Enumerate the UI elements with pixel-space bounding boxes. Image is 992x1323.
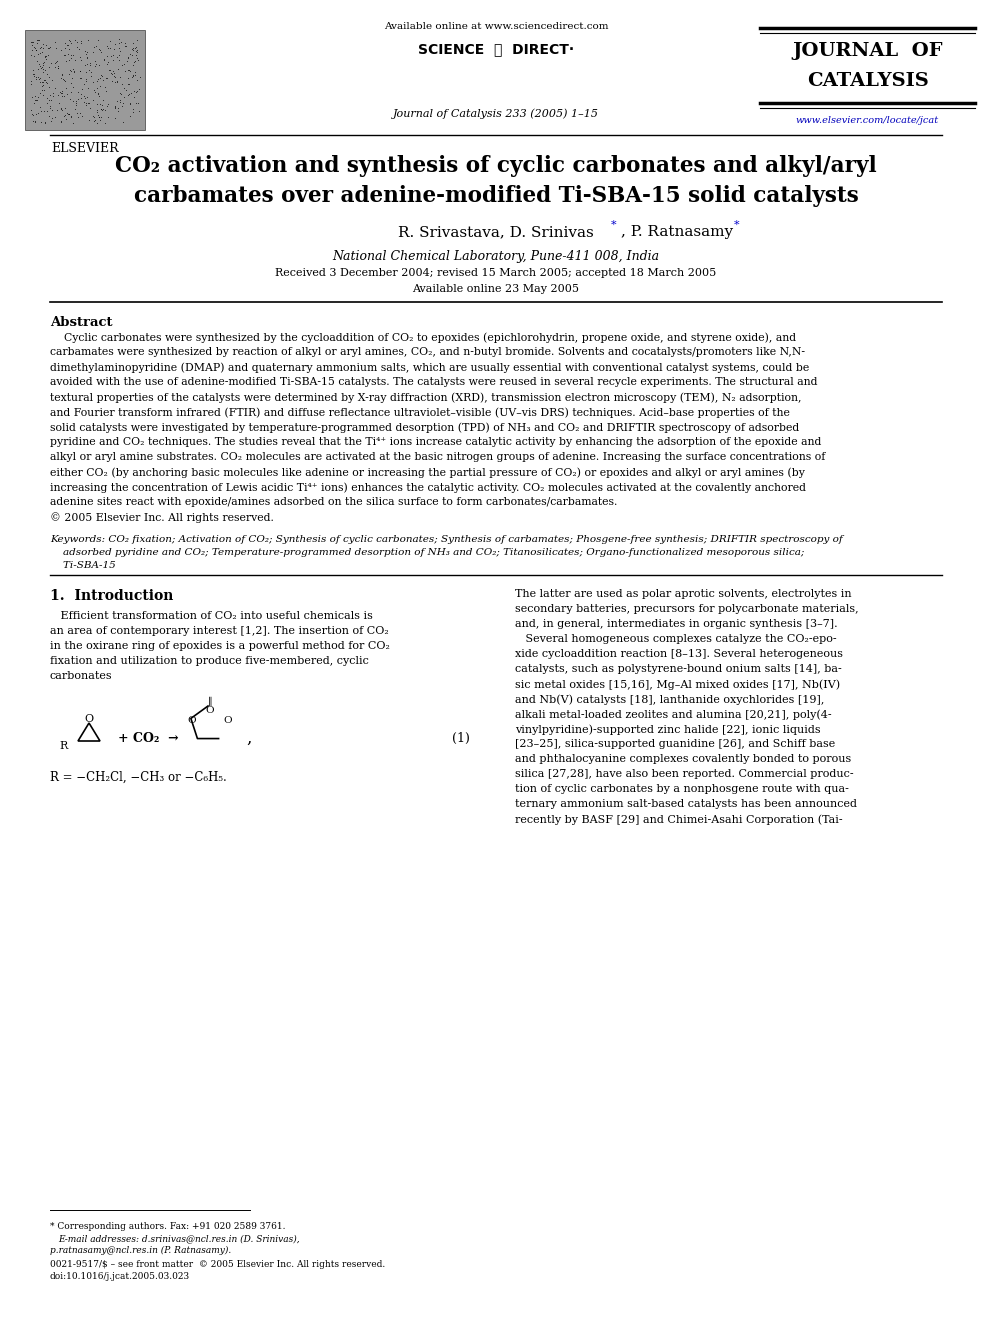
Text: secondary batteries, precursors for polycarbonate materials,: secondary batteries, precursors for poly… [515, 605, 859, 614]
Text: and Nb(V) catalysts [18], lanthanide oxychlorides [19],: and Nb(V) catalysts [18], lanthanide oxy… [515, 695, 824, 705]
Text: Keywords: CO₂ fixation; Activation of CO₂; Synthesis of cyclic carbonates; Synth: Keywords: CO₂ fixation; Activation of CO… [50, 534, 843, 544]
Text: 0021-9517/$ – see front matter  © 2005 Elsevier Inc. All rights reserved.: 0021-9517/$ – see front matter © 2005 El… [50, 1259, 385, 1269]
Text: Efficient transformation of CO₂ into useful chemicals is: Efficient transformation of CO₂ into use… [50, 611, 373, 620]
Text: Available online at www.sciencedirect.com: Available online at www.sciencedirect.co… [384, 22, 608, 30]
Text: *: * [734, 220, 740, 230]
Text: carbamates over adenine-modified Ti-SBA-15 solid catalysts: carbamates over adenine-modified Ti-SBA-… [134, 185, 858, 206]
Text: Cyclic carbonates were synthesized by the cycloaddition of CO₂ to epoxides (epic: Cyclic carbonates were synthesized by th… [50, 332, 797, 343]
Text: JOURNAL  OF: JOURNAL OF [793, 42, 942, 60]
Text: adsorbed pyridine and CO₂; Temperature-programmed desorption of NH₃ and CO₂; Tit: adsorbed pyridine and CO₂; Temperature-p… [50, 548, 805, 557]
Text: R. Srivastava, D. Srinivas: R. Srivastava, D. Srinivas [398, 225, 594, 239]
Text: R = −CH₂Cl, −CH₃ or −C₆H₅.: R = −CH₂Cl, −CH₃ or −C₆H₅. [50, 771, 227, 785]
Text: sic metal oxides [15,16], Mg–Al mixed oxides [17], Nb(IV): sic metal oxides [15,16], Mg–Al mixed ox… [515, 679, 840, 689]
Text: * Corresponding authors. Fax: +91 020 2589 3761.: * Corresponding authors. Fax: +91 020 25… [50, 1222, 286, 1230]
Text: O: O [84, 714, 93, 724]
Text: E-mail addresses: d.srinivas@ncl.res.in (D. Srinivas),: E-mail addresses: d.srinivas@ncl.res.in … [58, 1234, 300, 1244]
Text: catalysts, such as polystyrene-bound onium salts [14], ba-: catalysts, such as polystyrene-bound oni… [515, 664, 842, 673]
Text: dimethylaminopyridine (DMAP) and quaternary ammonium salts, which are usually es: dimethylaminopyridine (DMAP) and quatern… [50, 363, 809, 373]
Text: O: O [187, 716, 196, 725]
Text: carbonates: carbonates [50, 671, 113, 681]
Text: O: O [223, 716, 232, 725]
Text: alkyl or aryl amine substrates. CO₂ molecules are activated at the basic nitroge: alkyl or aryl amine substrates. CO₂ mole… [50, 452, 825, 462]
Text: Several homogeneous complexes catalyze the CO₂-epo-: Several homogeneous complexes catalyze t… [515, 634, 836, 644]
Text: silica [27,28], have also been reported. Commercial produc-: silica [27,28], have also been reported.… [515, 769, 854, 779]
Text: Ti-SBA-15: Ti-SBA-15 [50, 561, 116, 570]
Text: vinylpyridine)-supported zinc halide [22], ionic liquids: vinylpyridine)-supported zinc halide [22… [515, 724, 820, 734]
Text: CO₂ activation and synthesis of cyclic carbonates and alkyl/aryl: CO₂ activation and synthesis of cyclic c… [115, 155, 877, 177]
Text: Received 3 December 2004; revised 15 March 2005; accepted 18 March 2005: Received 3 December 2004; revised 15 Mar… [276, 269, 716, 278]
Text: SCIENCE  ⓓ  DIRECT·: SCIENCE ⓓ DIRECT· [418, 42, 574, 56]
Text: recently by BASF [29] and Chimei-Asahi Corporation (Tai-: recently by BASF [29] and Chimei-Asahi C… [515, 814, 842, 824]
Text: National Chemical Laboratory, Pune-411 008, India: National Chemical Laboratory, Pune-411 0… [332, 250, 660, 263]
Text: and, in general, intermediates in organic synthesis [3–7].: and, in general, intermediates in organi… [515, 619, 837, 628]
Text: www.elsevier.com/locate/jcat: www.elsevier.com/locate/jcat [796, 116, 939, 124]
Text: 1.  Introduction: 1. Introduction [50, 589, 174, 603]
Text: p.ratnasamy@ncl.res.in (P. Ratnasamy).: p.ratnasamy@ncl.res.in (P. Ratnasamy). [50, 1246, 231, 1256]
Text: xide cycloaddition reaction [8–13]. Several heterogeneous: xide cycloaddition reaction [8–13]. Seve… [515, 650, 843, 659]
Text: (1): (1) [452, 732, 470, 745]
Text: Abstract: Abstract [50, 316, 112, 329]
Text: ,: , [246, 729, 251, 746]
Text: O: O [205, 706, 214, 714]
Text: either CO₂ (by anchoring basic molecules like adenine or increasing the partial : either CO₂ (by anchoring basic molecules… [50, 467, 805, 478]
Bar [25, 30, 145, 130]
Text: an area of contemporary interest [1,2]. The insertion of CO₂: an area of contemporary interest [1,2]. … [50, 626, 389, 636]
Text: tion of cyclic carbonates by a nonphosgene route with qua-: tion of cyclic carbonates by a nonphosge… [515, 785, 849, 794]
Text: increasing the concentration of Lewis acidic Ti⁴⁺ ions) enhances the catalytic a: increasing the concentration of Lewis ac… [50, 482, 806, 492]
Text: Available online 23 May 2005: Available online 23 May 2005 [413, 284, 579, 294]
Text: alkali metal-loaded zeolites and alumina [20,21], poly(4-: alkali metal-loaded zeolites and alumina… [515, 709, 831, 720]
Text: solid catalysts were investigated by temperature-programmed desorption (TPD) of : solid catalysts were investigated by tem… [50, 422, 800, 433]
Text: and phthalocyanine complexes covalently bonded to porous: and phthalocyanine complexes covalently … [515, 754, 851, 763]
Text: , P. Ratnasamy: , P. Ratnasamy [621, 225, 733, 239]
Text: ELSEVIER: ELSEVIER [52, 142, 119, 155]
Text: pyridine and CO₂ techniques. The studies reveal that the Ti⁴⁺ ions increase cata: pyridine and CO₂ techniques. The studies… [50, 437, 821, 447]
Text: textural properties of the catalysts were determined by X-ray diffraction (XRD),: textural properties of the catalysts wer… [50, 392, 802, 402]
Text: CATALYSIS: CATALYSIS [806, 71, 929, 90]
Text: [23–25], silica-supported guanidine [26], and Schiff base: [23–25], silica-supported guanidine [26]… [515, 740, 835, 749]
Text: R: R [60, 741, 68, 751]
Text: carbamates were synthesized by reaction of alkyl or aryl amines, CO₂, and n-buty: carbamates were synthesized by reaction … [50, 347, 805, 357]
Text: + CO₂  →: + CO₂ → [118, 732, 179, 745]
Text: adenine sites react with epoxide/amines adsorbed on the silica surface to form c: adenine sites react with epoxide/amines … [50, 497, 617, 507]
Text: ternary ammonium salt-based catalysts has been announced: ternary ammonium salt-based catalysts ha… [515, 799, 857, 808]
Text: doi:10.1016/j.jcat.2005.03.023: doi:10.1016/j.jcat.2005.03.023 [50, 1271, 190, 1281]
Text: *: * [611, 220, 617, 230]
Text: © 2005 Elsevier Inc. All rights reserved.: © 2005 Elsevier Inc. All rights reserved… [50, 512, 274, 523]
Text: fixation and utilization to produce five-membered, cyclic: fixation and utilization to produce five… [50, 656, 369, 665]
Text: avoided with the use of adenine-modified Ti-SBA-15 catalysts. The catalysts were: avoided with the use of adenine-modified… [50, 377, 817, 388]
Text: Journal of Catalysis 233 (2005) 1–15: Journal of Catalysis 233 (2005) 1–15 [393, 108, 599, 119]
Text: ∥: ∥ [207, 699, 212, 708]
Text: The latter are used as polar aprotic solvents, electrolytes in: The latter are used as polar aprotic sol… [515, 589, 851, 599]
Text: and Fourier transform infrared (FTIR) and diffuse reflectance ultraviolet–visibl: and Fourier transform infrared (FTIR) an… [50, 407, 790, 418]
Text: in the oxirane ring of epoxides is a powerful method for CO₂: in the oxirane ring of epoxides is a pow… [50, 642, 390, 651]
